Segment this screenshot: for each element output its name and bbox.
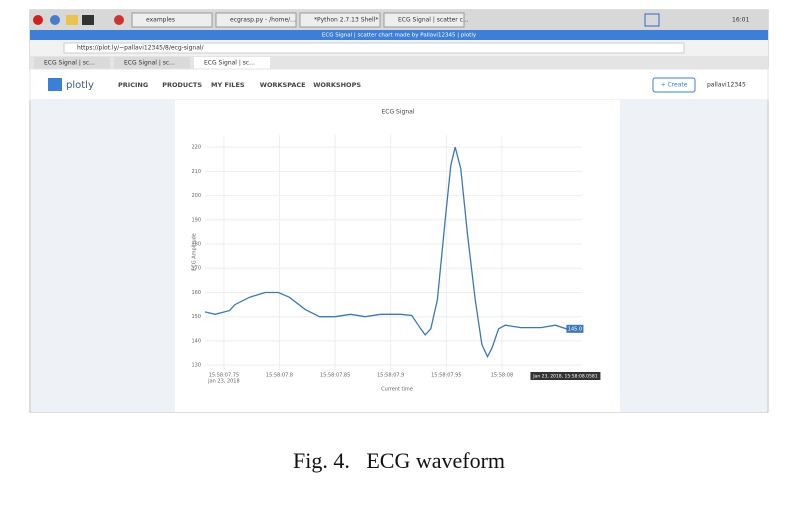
- title-bar: [30, 30, 768, 40]
- y-tick-label: 180: [191, 242, 201, 248]
- taskbar-label: ECG Signal | scatter c...: [398, 17, 469, 24]
- x-tick-label: 15:58:08: [491, 373, 513, 379]
- y-tick-label: 220: [191, 145, 201, 151]
- taskbar-item[interactable]: [131, 12, 213, 28]
- taskbar-label: examples: [146, 17, 175, 24]
- tab-label: ECG Signal | sc...: [204, 60, 255, 67]
- nav-link[interactable]: WORKSPACE: [260, 81, 306, 89]
- icon: [66, 15, 78, 25]
- clock: 16:01: [732, 17, 749, 24]
- caption: Fig. 4. ECG waveform: [293, 448, 505, 473]
- hover-x-label: Jan 23, 2018, 15:58:08.0581: [532, 374, 597, 380]
- y-axis-title: ECG Amplitude: [192, 233, 198, 271]
- nav-link[interactable]: PRICING: [118, 81, 148, 89]
- y-tick-label: 170: [191, 266, 201, 272]
- address-field[interactable]: [63, 42, 685, 54]
- y-tick-label: 140: [191, 338, 201, 344]
- x-tick-label: 15:58:07.8: [266, 373, 293, 379]
- navbar: [29, 68, 769, 101]
- tab-label: ECG Signal | sc...: [124, 60, 175, 67]
- hover-label: 145.0: [568, 326, 582, 332]
- x-axis-title: Current time: [381, 387, 413, 393]
- x-tick-label: 15:58:07.85: [320, 373, 350, 379]
- x-tick-label: 15:58:07.95: [431, 373, 461, 379]
- create-button[interactable]: [652, 77, 696, 93]
- taskbar-label: ecgrasp.py - /home/...: [230, 17, 296, 24]
- y-tick-label: 150: [191, 314, 201, 320]
- nav-link[interactable]: WORKSHOPS: [313, 81, 361, 89]
- y-tick-label: 190: [191, 217, 201, 223]
- tab[interactable]: [114, 57, 190, 69]
- y-tick-label: 200: [191, 193, 201, 199]
- logo: plotly: [66, 80, 94, 91]
- nav-link[interactable]: MY FILES: [211, 81, 245, 89]
- tab-label: ECG Signal | sc...: [44, 60, 95, 67]
- logo-icon: [48, 78, 62, 91]
- create-label: + Create: [661, 82, 688, 89]
- icon: [33, 15, 43, 25]
- taskbar-item[interactable]: [299, 12, 381, 28]
- y-tick-label: 210: [191, 169, 201, 175]
- chart-title: ECG Signal: [382, 109, 415, 116]
- user: pallavi12345: [707, 82, 746, 89]
- tab[interactable]: [194, 57, 270, 69]
- taskbar-item[interactable]: [383, 12, 465, 28]
- icon: [114, 15, 124, 25]
- tab[interactable]: [34, 57, 110, 69]
- hover-box: [566, 324, 584, 333]
- window-title: ECG Signal | scatter chart made by Palla…: [322, 33, 477, 39]
- icon: [82, 15, 94, 25]
- y-tick-label: 160: [191, 290, 201, 296]
- x-tick-label: 15:58:07.9: [377, 373, 404, 379]
- address: https://plot.ly/~pallavi12345/8/ecg-sign…: [77, 45, 205, 52]
- icon: [50, 15, 60, 25]
- ecg-line: [204, 146, 582, 359]
- x-tick-label: 15:58:07.75: [209, 373, 239, 379]
- x-tick-sublabel: Jan 23, 2018: [207, 379, 240, 385]
- chart-card: [175, 100, 620, 412]
- taskbar-item[interactable]: [215, 12, 297, 28]
- icon: [644, 13, 660, 27]
- hover-x-box: [530, 372, 601, 380]
- y-tick-label: 130: [191, 363, 201, 369]
- taskbar-label: *Python 2.7.13 Shell*: [314, 17, 378, 24]
- nav-link[interactable]: PRODUCTS: [162, 81, 202, 89]
